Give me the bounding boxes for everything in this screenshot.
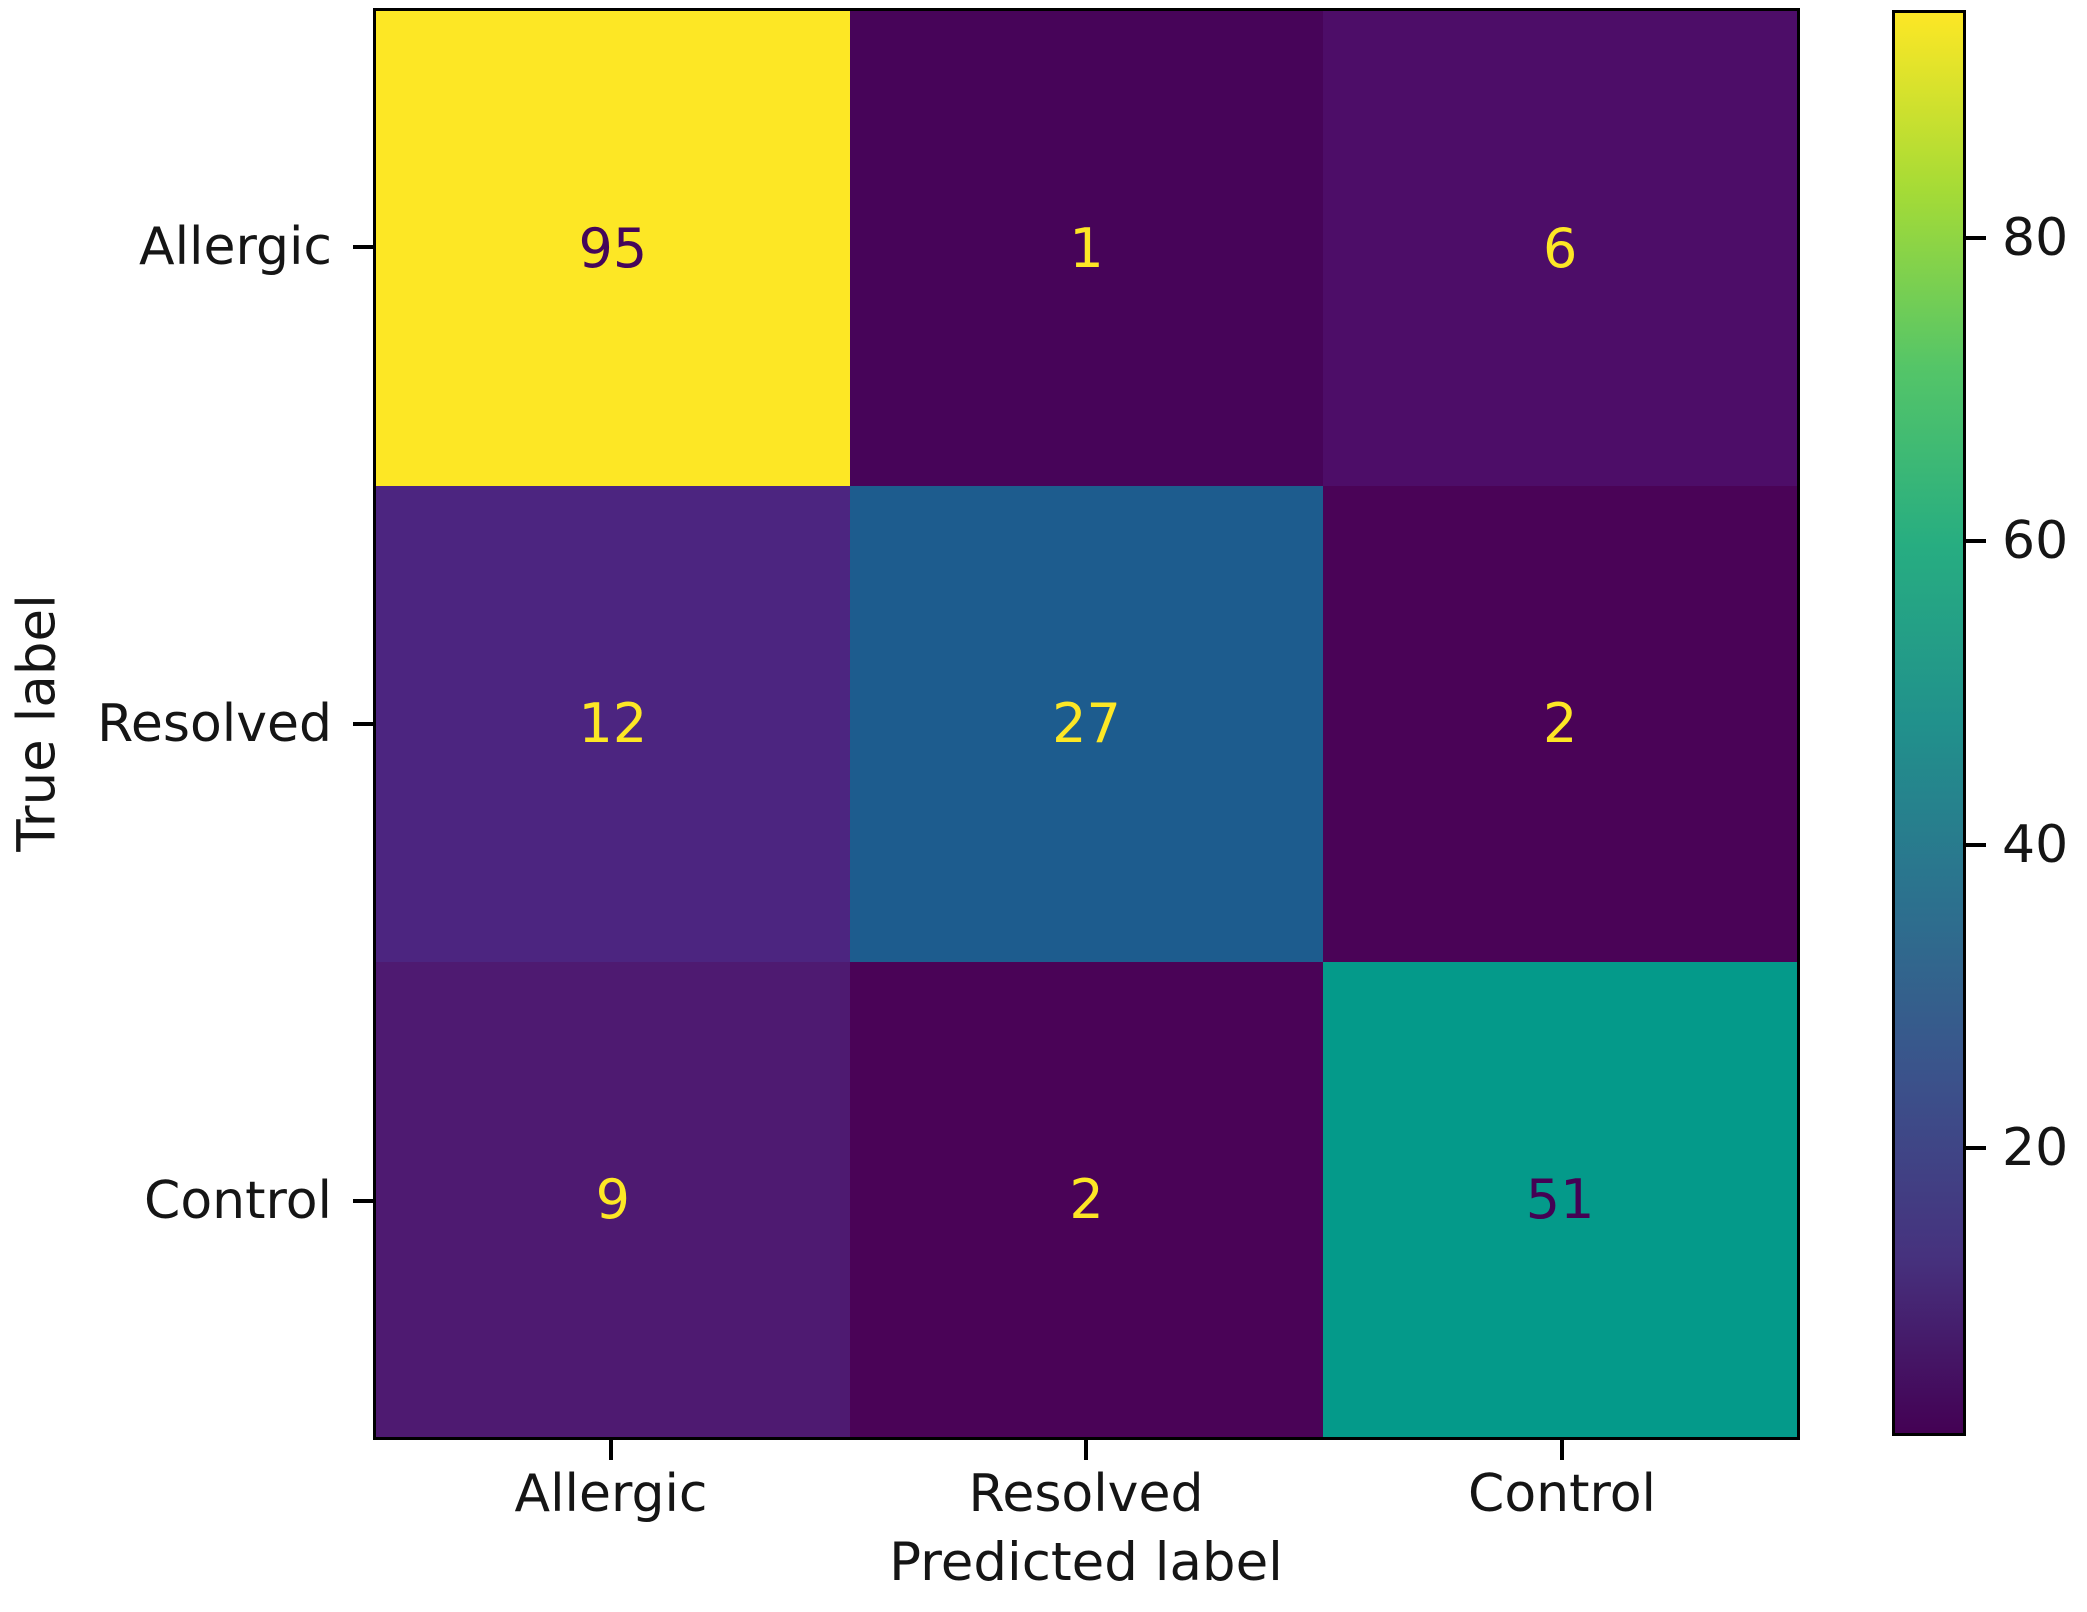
colorbar-tickmark-20 — [1966, 1146, 1986, 1150]
colorbar-tick-label-60: 60 — [2002, 511, 2069, 571]
colorbar-tick-label-20: 20 — [2002, 1118, 2069, 1178]
x-axis-label: Predicted label — [889, 1532, 1283, 1593]
colorbar-tick-label-40: 40 — [2002, 815, 2069, 875]
cell-true-control-pred-allergic: 9 — [376, 961, 850, 1437]
x-tickmark-resolved — [1084, 1440, 1088, 1460]
x-tick-label-resolved: Resolved — [968, 1464, 1204, 1524]
colorbar-gradient — [1892, 10, 1966, 1436]
x-tick-label-control: Control — [1468, 1464, 1656, 1524]
y-axis-label: True label — [6, 594, 68, 852]
y-tick-label-allergic: Allergic — [139, 217, 332, 277]
cell-true-resolved-pred-control: 2 — [1323, 486, 1797, 962]
cell-true-allergic-pred-control: 6 — [1323, 11, 1797, 487]
cell-true-control-pred-control: 51 — [1323, 961, 1797, 1437]
heatmap-grid: 95 1 6 12 27 2 9 2 51 — [373, 8, 1800, 1440]
y-tick-label-resolved: Resolved — [97, 694, 332, 754]
y-tickmark-control — [353, 1199, 373, 1203]
x-tickmark-control — [1560, 1440, 1564, 1460]
cell-true-control-pred-resolved: 2 — [849, 961, 1324, 1437]
cell-true-resolved-pred-allergic: 12 — [376, 486, 850, 962]
colorbar-tickmark-80 — [1966, 236, 1986, 240]
y-tick-label-control: Control — [144, 1171, 332, 1231]
cell-true-allergic-pred-allergic: 95 — [376, 11, 850, 487]
y-tickmark-resolved — [353, 722, 373, 726]
cell-true-allergic-pred-resolved: 1 — [849, 11, 1324, 487]
x-tick-label-allergic: Allergic — [514, 1464, 708, 1524]
colorbar-tickmark-40 — [1966, 843, 1986, 847]
cell-true-resolved-pred-resolved: 27 — [849, 486, 1324, 962]
colorbar-tickmark-60 — [1966, 539, 1986, 543]
colorbar-tick-label-80: 80 — [2002, 208, 2069, 268]
x-tickmark-allergic — [609, 1440, 613, 1460]
y-tickmark-allergic — [353, 245, 373, 249]
